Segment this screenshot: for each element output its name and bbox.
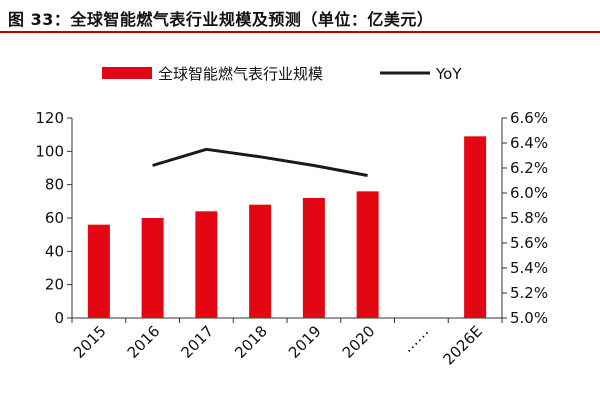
x-tick-label-2: 2017 [177,322,217,362]
y-left-tick-label: 120 [35,109,64,127]
x-tick-label-5: 2020 [339,322,379,362]
y-left-tick-label: 20 [45,276,64,294]
y-left-tick-label: 100 [35,142,64,160]
y-right-tick-label: 5.6% [510,234,548,252]
x-tick-label-3: 2018 [231,322,271,362]
bar-2017 [195,211,218,318]
y-left-tick-label: 40 [45,242,64,260]
y-right-tick-label: 6.6% [510,109,548,127]
chart: 全球智能燃气表行业规模 YoY 0 20 40 60 80 100 120 5.0% 5.2% 5… [35,65,548,369]
x-tick-label-4: 2019 [285,322,325,362]
x-tick-label-1: 2016 [124,322,164,362]
y-right-tick-label: 5.8% [510,209,548,227]
y-right-tick-label: 6.2% [510,159,548,177]
bar-2026E [464,136,487,318]
figure-title-bar: 图 33：全球智能燃气表行业规模及预测（单位：亿美元） [0,0,600,34]
y-right-tick-label: 5.2% [510,284,548,302]
y-left-tick-label: 80 [45,176,64,194]
legend-bar-swatch [102,67,152,79]
bar-2018 [249,204,272,318]
bar-2020 [356,191,379,318]
y-right-tick-label: 6.4% [510,134,548,152]
title-underline [0,31,600,33]
legend: 全球智能燃气表行业规模 YoY [102,65,462,83]
x-tick-label-7: 2026E [440,322,486,368]
legend-bar-label: 全球智能燃气表行业规模 [158,65,323,83]
y-left-tick-label: 60 [45,209,64,227]
plot-area: 0 20 40 60 80 100 120 5.0% 5.2% 5.4% 5.6% 5.8% 6.0% 6… [35,109,548,369]
y-right-tick-label: 5.0% [510,309,548,327]
bar-2019 [302,198,325,318]
y-left-tick-label: 0 [54,309,64,327]
x-tick-label-0: 2015 [70,322,110,362]
legend-line-label: YoY [435,65,462,83]
bar-2015 [87,224,110,318]
yoy-line [152,147,368,177]
x-tick-label-6: …… [398,322,432,356]
figure-title: 图 33：全球智能燃气表行业规模及预测（单位：亿美元） [8,10,434,29]
y-right-tick-label: 6.0% [510,184,548,202]
y-right-tick-label: 5.4% [510,259,548,277]
bar-2016 [141,218,164,318]
